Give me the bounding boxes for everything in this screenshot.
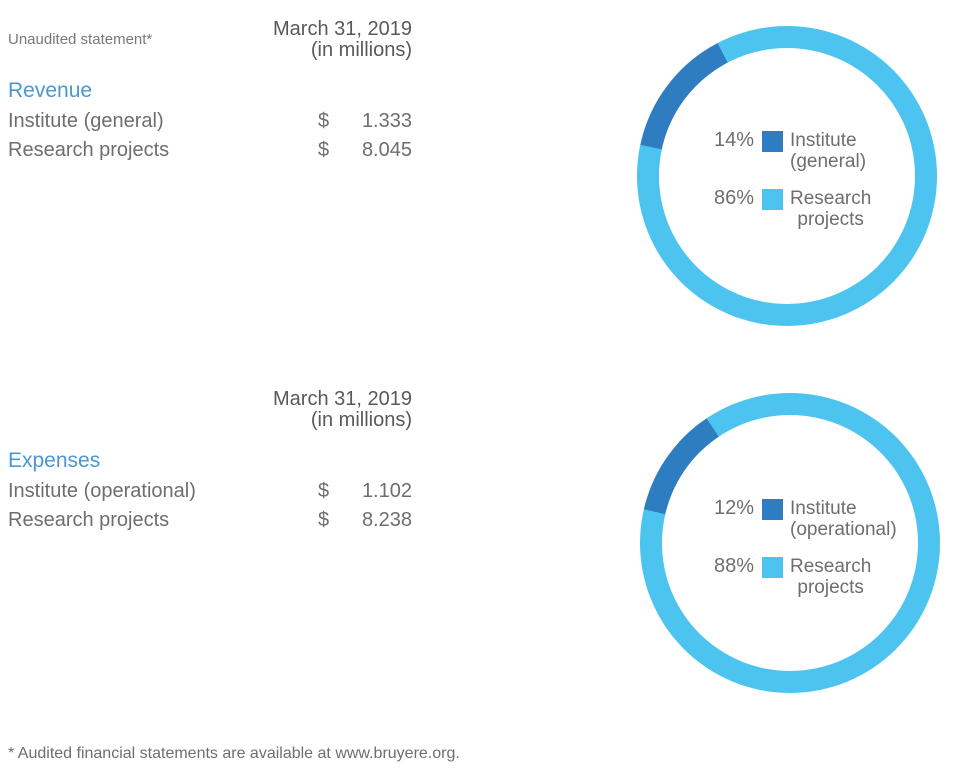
revenue-legend-item-research: 86% Research projects bbox=[690, 187, 871, 231]
expenses-period-date: March 31, 2019 bbox=[273, 388, 412, 410]
revenue-donut-chart bbox=[637, 26, 937, 326]
expenses-period-header: March 31, 2019 (in millions) bbox=[212, 389, 412, 431]
currency-symbol: $ bbox=[318, 139, 330, 161]
currency-symbol: $ bbox=[318, 480, 330, 502]
revenue-period-date: March 31, 2019 bbox=[273, 18, 412, 40]
audited-statements-footnote: * Audited financial statements are avail… bbox=[8, 745, 460, 762]
revenue-row-value: 1.333 bbox=[361, 110, 412, 132]
research-legend-swatch bbox=[762, 189, 783, 210]
legend-label-line2: (general) bbox=[790, 151, 867, 172]
currency-symbol: $ bbox=[318, 509, 330, 531]
donut-hole bbox=[662, 415, 918, 671]
legend-label-line1: Institute bbox=[790, 130, 857, 151]
revenue-period-units: (in millions) bbox=[310, 39, 412, 61]
revenue-period-header: March 31, 2019 (in millions) bbox=[212, 19, 412, 61]
legend-label-line2: projects bbox=[797, 577, 864, 598]
legend-percent: 14% bbox=[713, 129, 754, 151]
legend-label-line1: Research bbox=[790, 556, 872, 577]
currency-symbol: $ bbox=[318, 110, 330, 132]
revenue-row-label: Research projects bbox=[8, 139, 170, 161]
institute-legend-swatch bbox=[762, 499, 783, 520]
expenses-section-title: Expenses bbox=[8, 449, 101, 472]
unaudited-statement-note: Unaudited statement* bbox=[8, 31, 153, 48]
legend-label: Research projects bbox=[790, 188, 871, 230]
legend-label: Institute (general) bbox=[790, 130, 866, 172]
donut-hole bbox=[659, 48, 915, 304]
legend-percent: 88% bbox=[713, 555, 754, 577]
expenses-legend-item-institute: 12% Institute (operational) bbox=[690, 497, 897, 541]
expenses-row-label: Institute (operational) bbox=[8, 480, 196, 502]
expenses-row-value: 8.238 bbox=[361, 509, 412, 531]
revenue-row-value: 8.045 bbox=[361, 139, 412, 161]
legend-label-line1: Institute bbox=[790, 498, 857, 519]
legend-percent: 12% bbox=[713, 497, 754, 519]
revenue-section-title: Revenue bbox=[8, 79, 93, 102]
expenses-legend-item-research: 88% Research projects bbox=[690, 555, 871, 599]
research-legend-swatch bbox=[762, 557, 783, 578]
expenses-period-units: (in millions) bbox=[310, 409, 412, 431]
legend-label-line2: (operational) bbox=[790, 519, 897, 540]
revenue-legend-item-institute: 14% Institute (general) bbox=[690, 129, 866, 173]
institute-legend-swatch bbox=[762, 131, 783, 152]
expenses-donut-chart bbox=[640, 393, 940, 693]
legend-percent: 86% bbox=[713, 187, 754, 209]
legend-label: Institute (operational) bbox=[790, 498, 897, 540]
legend-label: Research projects bbox=[790, 556, 871, 598]
revenue-row-label: Institute (general) bbox=[8, 110, 164, 132]
expenses-row-label: Research projects bbox=[8, 509, 170, 531]
legend-label-line1: Research bbox=[790, 188, 872, 209]
expenses-row-value: 1.102 bbox=[361, 480, 412, 502]
legend-label-line2: projects bbox=[797, 209, 864, 230]
